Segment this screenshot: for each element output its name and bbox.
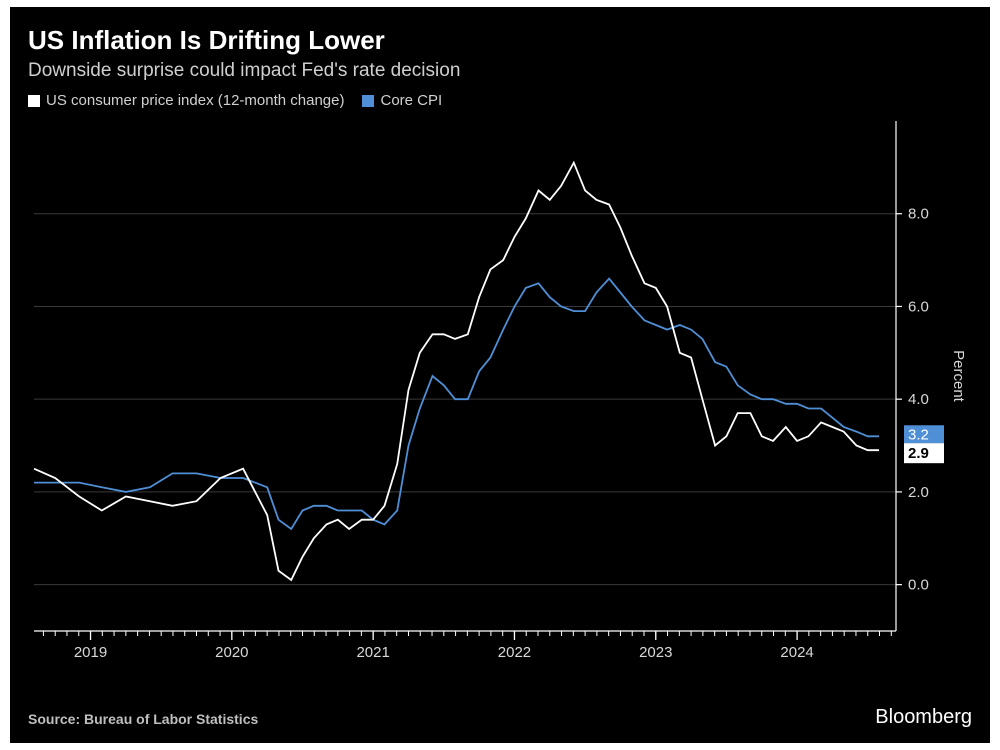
svg-text:2023: 2023 [639, 644, 672, 661]
brand-wordmark: Bloomberg [875, 706, 972, 729]
legend: US consumer price index (12-month change… [28, 92, 972, 109]
svg-text:2021: 2021 [356, 644, 389, 661]
legend-label-cpi: US consumer price index (12-month change… [46, 92, 344, 109]
svg-text:6.0: 6.0 [908, 298, 929, 315]
chart-subtitle: Downside surprise could impact Fed's rat… [28, 60, 972, 82]
svg-text:2020: 2020 [215, 644, 248, 661]
chart-card: US Inflation Is Drifting Lower Downside … [10, 7, 990, 743]
chart-title: US Inflation Is Drifting Lower [28, 25, 972, 56]
svg-text:0.0: 0.0 [908, 577, 929, 594]
svg-text:3.2: 3.2 [908, 426, 929, 443]
svg-text:4.0: 4.0 [908, 391, 929, 408]
svg-text:2.0: 2.0 [908, 484, 929, 501]
line-chart-svg: 0.0 2.0 4.0 6.0 8.0 Percent 2019 2020 2021 2022 20… [28, 113, 972, 673]
legend-item-cpi: US consumer price index (12-month change… [28, 92, 344, 109]
svg-text:Percent: Percent [950, 350, 967, 403]
chart-plot-area: 0.0 2.0 4.0 6.0 8.0 Percent 2019 2020 2021 2022 20… [28, 113, 972, 673]
legend-swatch-core [362, 95, 374, 107]
svg-text:2019: 2019 [74, 644, 107, 661]
legend-label-core: Core CPI [380, 92, 442, 109]
svg-text:2.9: 2.9 [908, 445, 929, 462]
svg-text:2024: 2024 [780, 644, 813, 661]
source-attribution: Source: Bureau of Labor Statistics [28, 711, 258, 727]
legend-swatch-cpi [28, 95, 40, 107]
legend-item-core: Core CPI [362, 92, 442, 109]
svg-text:2022: 2022 [498, 644, 531, 661]
svg-text:8.0: 8.0 [908, 206, 929, 223]
